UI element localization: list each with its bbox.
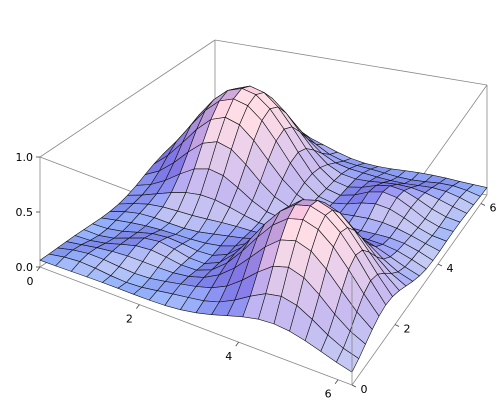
box-edge [39, 39, 216, 158]
y-tick [394, 324, 400, 327]
box-edge [214, 39, 488, 86]
surface-patch [336, 348, 360, 373]
box-edge [351, 194, 488, 386]
y-tick [480, 203, 486, 206]
x-tick [235, 341, 240, 347]
y-tick-label: 6 [489, 201, 496, 214]
y-tick-label: 4 [446, 262, 453, 275]
z-tick-label: 0.5 [16, 206, 34, 219]
y-tick [437, 263, 443, 267]
x-tick [136, 304, 140, 309]
box-edge [39, 266, 353, 386]
x-tick-label: 4 [225, 350, 232, 363]
x-tick-label: 6 [325, 388, 332, 400]
y-tick-label: 0 [361, 383, 368, 396]
x-tick-label: 0 [27, 275, 34, 288]
x-tick [36, 266, 41, 272]
y-tick-label: 2 [403, 322, 410, 335]
z-tick-label: 1.0 [16, 151, 34, 164]
x-tick [334, 379, 339, 384]
z-tick-label: 0.0 [16, 261, 34, 274]
x-tick-label: 2 [126, 313, 133, 326]
y-tick [351, 384, 357, 388]
